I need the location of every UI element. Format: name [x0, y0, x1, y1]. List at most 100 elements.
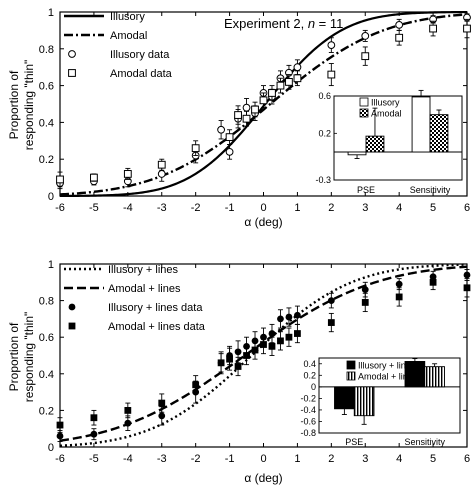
x-tick-label: 0 — [260, 202, 266, 214]
data-point — [361, 299, 369, 306]
data-point — [361, 52, 370, 61]
data-point — [242, 114, 251, 123]
data-point — [395, 280, 403, 288]
inset-category-label: PSE — [345, 437, 363, 447]
data-point — [327, 70, 336, 79]
data-point — [268, 330, 276, 337]
y-tick-label: 1 — [48, 259, 54, 271]
y-axis-title-line1: Proportion of — [7, 70, 21, 139]
inset-legend-label: Amodal — [371, 109, 402, 119]
data-point — [327, 319, 335, 326]
x-tick-label: 6 — [464, 202, 470, 214]
inset-y-tick-label: -0.8 — [300, 428, 316, 438]
data-point — [285, 313, 293, 321]
inset-legend-swatch — [359, 108, 369, 118]
inset-bar — [411, 96, 431, 153]
data-point — [226, 355, 233, 363]
x-tick-label: -5 — [89, 202, 99, 214]
inset-y-tick-label: 0.6 — [318, 91, 331, 101]
data-point — [158, 412, 166, 420]
y-tick-label: 1 — [48, 7, 54, 19]
data-point — [429, 278, 437, 286]
data-point — [90, 414, 98, 422]
data-point — [234, 111, 242, 119]
x-tick-label: -6 — [55, 202, 65, 214]
data-point — [217, 359, 225, 367]
data-point — [276, 81, 285, 90]
annotation-prefix: Experiment 2, — [224, 16, 308, 31]
inset-bar-chart: 0.40.2 0-0.2 -0.4-0.6 -0.8 PSE Sensitivity Ill… — [300, 357, 461, 447]
legend-label: Illusory + lines — [108, 264, 179, 276]
legend-label: Amodal + lines data — [108, 321, 206, 333]
x-tick-label: -3 — [157, 202, 167, 214]
data-point — [277, 315, 284, 323]
inset-bar — [353, 386, 375, 417]
data-point — [259, 96, 268, 105]
legend-marker — [68, 69, 76, 77]
x-tick-label: -6 — [55, 453, 65, 465]
x-tick-label: -1 — [225, 453, 235, 465]
data-point — [225, 147, 234, 156]
data-point — [234, 363, 242, 370]
x-tick-label: 1 — [294, 453, 300, 465]
annotation-suffix: = 11 — [315, 16, 343, 31]
x-tick-label: 6 — [464, 453, 470, 465]
inset-legend-label: Illusory — [371, 98, 400, 108]
panel-annotation: Experiment 2, n = 11 — [224, 16, 343, 31]
inset-y-tick-label: 0 — [311, 382, 316, 392]
data-point — [124, 407, 132, 414]
data-point — [294, 311, 301, 319]
data-point — [157, 170, 166, 178]
data-point — [361, 286, 369, 294]
x-tick-label: -4 — [123, 202, 133, 214]
y-tick-label: 0.6 — [39, 332, 54, 344]
y-tick-label: 0.4 — [39, 117, 54, 129]
y-tick-label: 0.2 — [39, 405, 54, 417]
data-point — [327, 297, 335, 304]
legend-marker — [68, 322, 76, 330]
data-point — [361, 32, 370, 40]
data-point — [124, 419, 132, 427]
y-tick-label: 0.6 — [39, 81, 54, 93]
legend-marker — [68, 50, 76, 58]
legend: Illusory Amodal Illusory data Amodal data — [64, 11, 173, 80]
inset-y-tick-label: -0.4 — [300, 405, 316, 415]
data-point — [395, 20, 404, 29]
data-point — [260, 341, 267, 348]
data-point — [327, 41, 336, 50]
x-tick-label: 3 — [362, 202, 368, 214]
inset-bar — [429, 114, 449, 153]
legend: Illusory + lines Amodal + lines Illusory +… — [64, 264, 206, 333]
inset-category-label: Sensitivity — [404, 437, 445, 447]
x-tick-label: 4 — [396, 453, 402, 465]
data-point — [268, 89, 276, 97]
x-tick-label: -5 — [89, 453, 99, 465]
legend-marker — [68, 303, 76, 311]
inset-y-tick-label: 0.2 — [303, 370, 316, 380]
legend-label: Amodal + lines — [108, 283, 181, 295]
inset-legend-label: Illusory + lines — [358, 361, 416, 371]
inset-bar — [334, 386, 355, 410]
legend-label: Amodal — [110, 30, 147, 42]
inset-y-tick-label: 0.4 — [303, 359, 316, 369]
data-point — [123, 170, 132, 178]
inset-category-label: Sensitivity — [410, 185, 451, 195]
data-point — [56, 432, 64, 440]
x-tick-label: -4 — [123, 453, 133, 465]
data-point — [463, 271, 471, 279]
inset-y-tick-label: -0.3 — [315, 175, 331, 185]
inset-legend-swatch — [346, 360, 356, 370]
legend-label: Illusory data — [110, 49, 170, 61]
inset-legend-label: Amodal + lines — [358, 372, 418, 382]
legend-label: Illusory + lines data — [108, 302, 203, 314]
data-point — [243, 352, 250, 359]
data-point — [251, 105, 259, 114]
inset-bar — [365, 135, 385, 153]
y-tick-label: 0.2 — [39, 154, 54, 166]
data-point — [251, 346, 259, 354]
series-amodal-data — [56, 18, 471, 188]
y-axis-title-line2: responding "thin" — [22, 312, 36, 403]
data-point — [192, 381, 200, 389]
x-tick-label: 4 — [396, 202, 402, 214]
